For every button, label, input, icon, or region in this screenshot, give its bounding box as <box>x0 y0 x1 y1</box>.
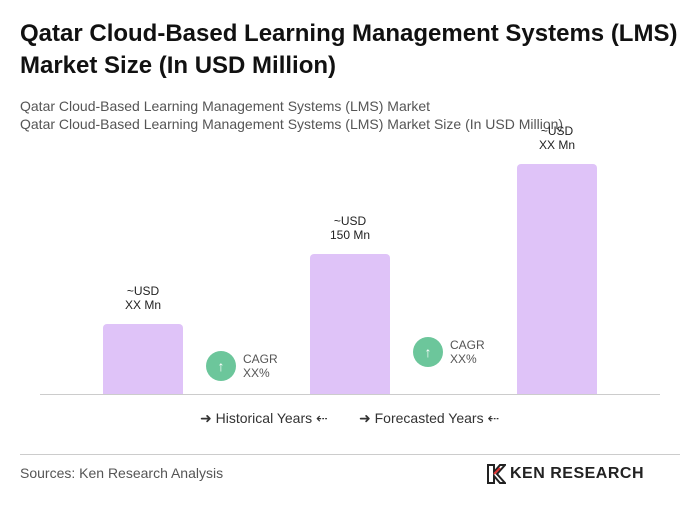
logo: KEN RESEARCH <box>486 463 644 485</box>
subtitle: Qatar Cloud-Based Learning Management Sy… <box>20 98 431 114</box>
source: Sources: Ken Research Analysis <box>20 465 224 481</box>
legend-item: ➜ Forecasted Years ⇠ <box>359 410 500 426</box>
bar <box>517 164 597 394</box>
cagr-icon: ↑ <box>413 337 443 367</box>
legend-label: Forecasted Years <box>374 410 484 426</box>
baseline <box>40 394 660 395</box>
legend-item: ➜ Historical Years ⇠ <box>200 410 328 426</box>
cagr-label: CAGR XX% <box>450 338 485 366</box>
cagr-label: CAGR XX% <box>243 352 278 380</box>
subtitle: Qatar Cloud-Based Learning Management Sy… <box>20 116 564 132</box>
value-label: ~USD 150 Mn <box>329 213 371 242</box>
brand: KEN RESEARCH <box>510 465 645 482</box>
bar <box>310 253 390 394</box>
value-label: ~USD XX Mn <box>124 283 161 312</box>
cagr-icon: ↑ <box>206 351 236 381</box>
bar <box>103 323 183 394</box>
value-label: ~USD XX Mn <box>538 124 575 152</box>
chart-title: Qatar Cloud-Based Learning Management Sy… <box>20 20 678 79</box>
logo-icon <box>487 464 506 484</box>
divider <box>20 454 680 455</box>
legend-label: Historical Years <box>215 410 313 426</box>
